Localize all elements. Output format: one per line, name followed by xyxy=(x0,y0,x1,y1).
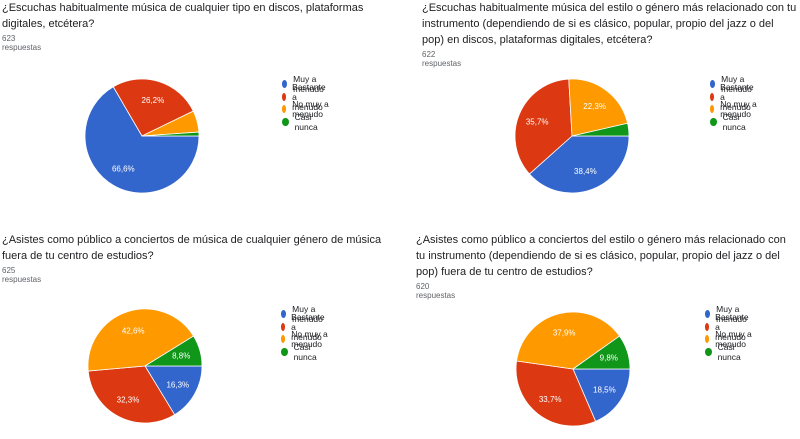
legend-item: Casi nunca xyxy=(705,342,753,362)
legend-item: Bastante a menudo xyxy=(705,312,753,342)
slice-casi-nunca xyxy=(571,335,631,370)
legend-label: No muy a menudo xyxy=(292,99,329,120)
legend: Muy a menudo Bastante a menudo No muy a me… xyxy=(705,304,753,362)
legend-swatch xyxy=(282,117,289,126)
question-title: ¿Asistes como público a conciertos de mú… xyxy=(2,234,382,262)
legend-swatch xyxy=(710,117,717,126)
legend-label: Bastante a menudo xyxy=(715,311,749,342)
legend-item: Casi nunca xyxy=(282,112,330,132)
slice-bastante-a-menudo xyxy=(112,78,194,137)
legend-swatch xyxy=(710,92,715,101)
response-count: 622 respuestas xyxy=(422,50,462,68)
pie-chart: 38,4% 35,7% 22,3% xyxy=(514,78,630,194)
slice-label: 26,2% xyxy=(142,96,165,105)
legend-item: Muy a menudo xyxy=(281,304,329,324)
slice-no-muy-a-menudo xyxy=(568,78,629,137)
slice-label: 35,7% xyxy=(526,118,549,127)
legend-swatch xyxy=(281,347,288,356)
slice-casi-nunca xyxy=(571,122,630,137)
legend-item: No muy a menudo xyxy=(710,99,758,119)
response-count: 623 respuestas xyxy=(2,34,42,52)
legend-label: Muy a menudo xyxy=(716,304,747,325)
slice-casi-nunca xyxy=(141,131,200,137)
legend-item: No muy a menudo xyxy=(282,99,330,119)
slice-label: 42,6% xyxy=(122,326,145,335)
legend-swatch xyxy=(705,322,710,331)
slice-label: 32,3% xyxy=(117,396,140,405)
slice-no-muy-a-menudo xyxy=(516,311,621,370)
legend-item: Muy a menudo xyxy=(282,74,330,94)
legend-item: Casi nunca xyxy=(281,342,329,362)
question-title: ¿Escuchas habitualmente música del estil… xyxy=(422,2,797,46)
legend: Muy a menudo Bastante a menudo No muy a me… xyxy=(282,74,330,132)
slice-bastante-a-menudo xyxy=(87,365,176,424)
legend-swatch xyxy=(710,80,716,89)
legend: Muy a menudo Bastante a menudo No muy a me… xyxy=(710,74,758,132)
legend-swatch xyxy=(281,335,286,344)
legend-item: Muy a menudo xyxy=(710,74,758,94)
legend-label: Casi nunca xyxy=(293,341,317,362)
legend: Muy a menudo Bastante a menudo No muy a me… xyxy=(281,304,329,362)
legend-swatch xyxy=(705,335,710,344)
legend-swatch xyxy=(282,92,287,101)
response-count: 620 respuestas xyxy=(416,282,456,300)
legend-label: Muy a menudo xyxy=(292,304,323,325)
pie-chart: 16,3% 32,3% 42,6% 8,8% xyxy=(87,308,203,424)
slice-label: 66,6% xyxy=(112,165,135,174)
slice-label: 33,7% xyxy=(539,395,562,404)
legend-label: Casi nunca xyxy=(722,111,746,132)
legend-swatch xyxy=(281,310,287,319)
legend-label: Bastante a menudo xyxy=(291,311,325,342)
slice-no-muy-a-menudo xyxy=(87,308,195,372)
legend-item: Bastante a menudo xyxy=(282,82,330,112)
slice-bastante-a-menudo xyxy=(514,78,573,175)
slice-label: 18,5% xyxy=(593,386,616,395)
slice-muy-a-menudo xyxy=(144,365,203,416)
slice-label: 37,9% xyxy=(553,328,576,337)
legend-swatch xyxy=(282,105,287,114)
pie-chart: 18,5% 33,7% 37,9% 9,8% xyxy=(515,311,631,427)
legend-label: Muy a menudo xyxy=(293,74,324,95)
legend-label: Casi nunca xyxy=(717,341,741,362)
slice-muy-a-menudo xyxy=(572,368,631,422)
slice-label: 16,3% xyxy=(166,380,189,389)
legend-item: No muy a menudo xyxy=(705,329,753,349)
legend-label: No muy a menudo xyxy=(715,329,752,350)
legend-label: Casi nunca xyxy=(294,111,318,132)
legend-swatch xyxy=(281,322,286,331)
legend-item: Muy a menudo xyxy=(705,304,753,324)
response-count: 625 respuestas xyxy=(2,266,42,284)
legend-swatch xyxy=(705,347,712,356)
legend-swatch xyxy=(705,310,711,319)
legend-item: Bastante a menudo xyxy=(710,82,758,112)
legend-label: Muy a menudo xyxy=(721,74,752,95)
legend-item: Bastante a menudo xyxy=(281,312,329,342)
slice-casi-nunca xyxy=(143,335,203,367)
slice-label: 38,4% xyxy=(574,167,597,176)
legend-label: No muy a menudo xyxy=(720,99,757,120)
legend-swatch xyxy=(282,80,288,89)
slice-muy-a-menudo xyxy=(528,135,630,194)
legend-swatch xyxy=(710,105,715,114)
slice-label: 8,8% xyxy=(172,352,190,361)
legend-item: No muy a menudo xyxy=(281,329,329,349)
legend-label: Bastante a menudo xyxy=(720,81,754,112)
legend-label: Bastante a menudo xyxy=(292,81,326,112)
slice-muy-a-menudo xyxy=(84,86,200,194)
slice-label: 9,8% xyxy=(600,354,618,363)
legend-item: Casi nunca xyxy=(710,112,758,132)
question-title: ¿Escuchas habitualmente música de cualqu… xyxy=(2,2,364,30)
slice-bastante-a-menudo xyxy=(515,360,597,427)
slice-label: 22,3% xyxy=(583,102,606,111)
pie-chart: 66,6% 26,2% xyxy=(84,78,200,194)
legend-label: No muy a menudo xyxy=(291,329,328,350)
question-title: ¿Asistes como público a conciertos del e… xyxy=(416,234,786,278)
